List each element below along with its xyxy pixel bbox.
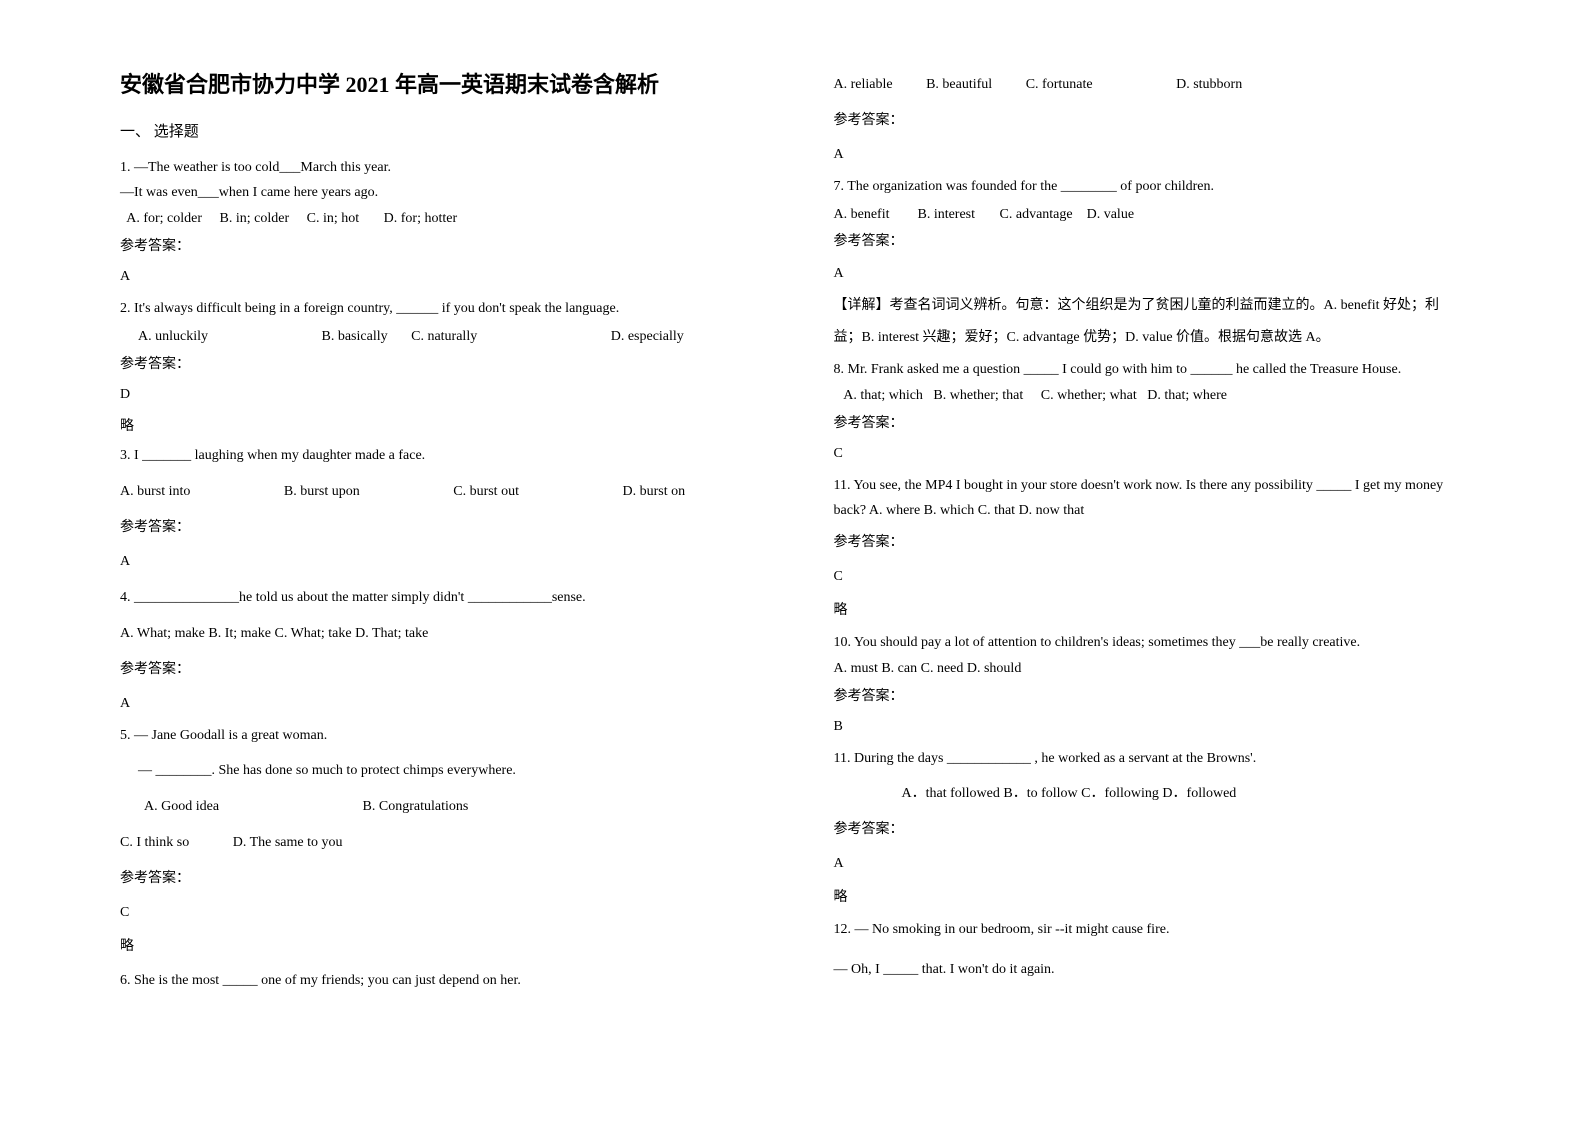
q6-options: A. reliable B. beautiful C. fortunate D.… xyxy=(834,72,1468,98)
question-3: 3. I _______ laughing when my daughter m… xyxy=(120,443,754,575)
question-12: 12. — No smoking in our bedroom, sir --i… xyxy=(834,917,1468,983)
answer-label: 参考答案： xyxy=(834,530,1468,556)
q6-opt-c: C. fortunate xyxy=(1026,72,1093,98)
question-7: 7. The organization was founded for the … xyxy=(834,174,1468,351)
q9-omit: 略 xyxy=(834,598,1468,624)
answer-label: 参考答案： xyxy=(120,234,754,260)
q4-options: A. What; make B. It; make C. What; take … xyxy=(120,621,754,647)
q10-line1: 10. You should pay a lot of attention to… xyxy=(834,630,1468,656)
q8-line1: 8. Mr. Frank asked me a question _____ I… xyxy=(834,357,1468,383)
q5-line1: 5. — Jane Goodall is a great woman. xyxy=(120,723,754,749)
q9-answer: C xyxy=(834,564,1468,590)
q2-opt-d: D. especially xyxy=(611,324,684,350)
q11-line1: 11. During the days ____________ , he wo… xyxy=(834,746,1468,772)
question-1: 1. —The weather is too cold___March this… xyxy=(120,155,754,290)
q5-line2: — ________. She has done so much to prot… xyxy=(120,758,754,784)
q8-options: A. that; which B. whether; that C. wheth… xyxy=(834,383,1468,409)
q3-options: A. burst into B. burst upon C. burst out… xyxy=(120,479,754,505)
answer-label: 参考答案： xyxy=(834,229,1468,255)
q3-opt-a: A. burst into xyxy=(120,479,190,505)
q5-options-row2: C. I think so D. The same to you xyxy=(120,830,754,856)
question-8: 8. Mr. Frank asked me a question _____ I… xyxy=(834,357,1468,467)
q1-line2: —It was even___when I came here years ag… xyxy=(120,180,754,206)
q7-explain-1: 【详解】考查名词词义辨析。句意：这个组织是为了贫困儿童的利益而建立的。A. be… xyxy=(834,293,1468,319)
answer-label: 参考答案： xyxy=(834,411,1468,437)
q7-explain-2: 益；B. interest 兴趣；爱好；C. advantage 优势；D. v… xyxy=(834,325,1468,351)
q12-line1: 12. — No smoking in our bedroom, sir --i… xyxy=(834,917,1468,943)
q6-line1: 6. She is the most _____ one of my frien… xyxy=(120,968,754,994)
q6-opt-b: B. beautiful xyxy=(926,72,992,98)
q7-options: A. benefit B. interest C. advantage D. v… xyxy=(834,202,1468,228)
q5-opt-c: C. I think so xyxy=(120,830,189,856)
q2-opt-a: A. unluckily xyxy=(138,324,208,350)
answer-label: 参考答案： xyxy=(834,684,1468,710)
q5-omit: 略 xyxy=(120,934,754,960)
q5-options-row1: A. Good idea B. Congratulations xyxy=(120,794,754,820)
q9-line1: 11. You see, the MP4 I bought in your st… xyxy=(834,473,1468,525)
q6-answer: A xyxy=(834,142,1468,168)
document-title: 安徽省合肥市协力中学 2021 年高一英语期末试卷含解析 xyxy=(120,70,754,101)
right-column: A. reliable B. beautiful C. fortunate D.… xyxy=(794,70,1488,1082)
q5-answer: C xyxy=(120,900,754,926)
q1-options: A. for; colder B. in; colder C. in; hot … xyxy=(120,206,754,232)
left-column: 安徽省合肥市协力中学 2021 年高一英语期末试卷含解析 一、 选择题 1. —… xyxy=(100,70,794,1082)
q11-omit: 略 xyxy=(834,885,1468,911)
answer-label: 参考答案： xyxy=(834,108,1468,134)
answer-label: 参考答案： xyxy=(120,657,754,683)
question-9: 11. You see, the MP4 I bought in your st… xyxy=(834,473,1468,624)
q6-opt-a: A. reliable xyxy=(834,72,893,98)
page: 安徽省合肥市协力中学 2021 年高一英语期末试卷含解析 一、 选择题 1. —… xyxy=(0,0,1587,1122)
q2-opt-c: C. naturally xyxy=(411,324,477,350)
question-6-stem: 6. She is the most _____ one of my frien… xyxy=(120,968,754,994)
q6-opt-d: D. stubborn xyxy=(1176,72,1242,98)
q3-opt-d: D. burst on xyxy=(622,479,685,505)
q1-answer: A xyxy=(120,264,754,290)
question-2: 2. It's always difficult being in a fore… xyxy=(120,296,754,439)
q10-options: A. must B. can C. need D. should xyxy=(834,656,1468,682)
q12-line2: — Oh, I _____ that. I won't do it again. xyxy=(834,957,1468,983)
q3-line1: 3. I _______ laughing when my daughter m… xyxy=(120,443,754,469)
q2-opt-b: B. basically xyxy=(322,324,388,350)
q4-answer: A xyxy=(120,691,754,717)
q2-omit: 略 xyxy=(120,414,754,440)
q3-answer: A xyxy=(120,549,754,575)
answer-label: 参考答案： xyxy=(120,515,754,541)
q7-answer: A xyxy=(834,261,1468,287)
q5-opt-a: A. Good idea xyxy=(144,794,219,820)
q2-answer: D xyxy=(120,382,754,408)
section-heading: 一、 选择题 xyxy=(120,119,754,147)
question-5: 5. — Jane Goodall is a great woman. — __… xyxy=(120,723,754,960)
q2-line1: 2. It's always difficult being in a fore… xyxy=(120,296,754,322)
answer-label: 参考答案： xyxy=(834,817,1468,843)
q7-line1: 7. The organization was founded for the … xyxy=(834,174,1468,200)
q2-options: A. unluckily B. basically C. naturally D… xyxy=(120,324,754,350)
q3-opt-c: C. burst out xyxy=(453,479,519,505)
question-10: 10. You should pay a lot of attention to… xyxy=(834,630,1468,740)
answer-label: 参考答案： xyxy=(120,866,754,892)
q3-opt-b: B. burst upon xyxy=(284,479,360,505)
q8-answer: C xyxy=(834,441,1468,467)
answer-label: 参考答案： xyxy=(120,352,754,378)
q5-opt-b: B. Congratulations xyxy=(363,794,469,820)
q11-answer: A xyxy=(834,851,1468,877)
question-11: 11. During the days ____________ , he wo… xyxy=(834,746,1468,911)
q5-opt-d: D. The same to you xyxy=(233,830,343,856)
q10-answer: B xyxy=(834,714,1468,740)
q4-line1: 4. _______________he told us about the m… xyxy=(120,585,754,611)
q1-line1: 1. —The weather is too cold___March this… xyxy=(120,155,754,181)
q11-options: A．that followed B．to follow C．following … xyxy=(834,781,1468,807)
question-4: 4. _______________he told us about the m… xyxy=(120,585,754,717)
